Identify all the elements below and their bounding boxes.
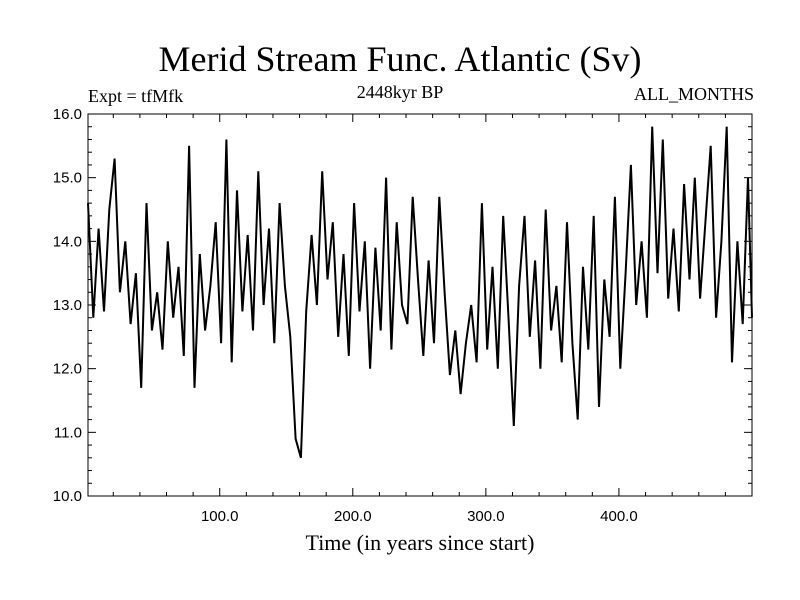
x-tick-label: 100.0 <box>201 508 239 525</box>
y-tick-label: 12.0 <box>53 361 82 378</box>
series-line <box>87 126 753 459</box>
x-tick-label: 300.0 <box>467 508 505 525</box>
axis-tick-labels: 10.0 11.0 12.0 13.0 14.0 15.0 16.0 100.0 200.0 30… <box>53 106 638 525</box>
months-label: ALL_MONTHS <box>634 84 754 104</box>
x-tick-label: 200.0 <box>334 508 372 525</box>
chart-subtitle: 2448kyr BP <box>356 82 444 102</box>
x-tick-label: 400.0 <box>600 508 638 525</box>
x-axis-label: Time (in years since start) <box>305 530 535 555</box>
y-tick-label: 10.0 <box>53 488 82 505</box>
chart-title: Merid Stream Func. Atlantic (Sv) <box>158 39 642 79</box>
y-tick-label: 11.0 <box>54 424 82 441</box>
axis-ticks <box>88 113 753 497</box>
y-tick-label: 13.0 <box>53 297 82 314</box>
experiment-label: Expt = tfMfk <box>88 86 184 106</box>
y-tick-label: 15.0 <box>53 170 82 187</box>
y-tick-label: 14.0 <box>53 233 82 250</box>
y-tick-label: 16.0 <box>53 106 82 123</box>
